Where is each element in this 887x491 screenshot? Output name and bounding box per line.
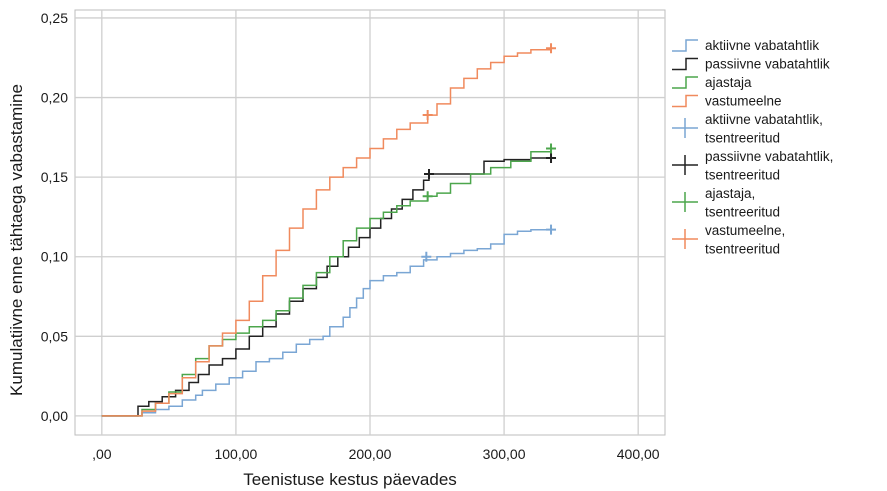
censor-mark	[422, 110, 433, 121]
series-line-0	[101, 228, 551, 417]
censor-mark	[546, 224, 557, 235]
legend-item: ajastaja, tsentreeritud	[672, 186, 780, 220]
legend-item: aktiivne vabatahtlik, tsentreeritud	[672, 112, 823, 146]
legend-label: vastumeelne	[705, 94, 782, 109]
legend-plus-swatch	[672, 192, 698, 212]
series-line-2	[101, 148, 552, 417]
legend-step-swatch	[672, 39, 698, 52]
x-tick-label: 300,00	[483, 446, 526, 462]
y-axis-title: Kumulatiivne enne tähtaega vabastamine	[7, 84, 26, 396]
y-tick-label: 0,25	[41, 10, 68, 26]
legend: aktiivne vabatahtlik passiivne vabatahtli…	[672, 38, 833, 257]
legend-step-swatch	[672, 94, 698, 108]
legend-label: passiivne vabatahtlik	[705, 57, 830, 72]
legend-plus-swatch	[672, 118, 698, 138]
legend-step-swatch	[672, 57, 698, 71]
legend-plus-swatch	[672, 155, 698, 175]
legend-item: passiivne vabatahtlik	[672, 57, 830, 72]
censor-mark	[421, 251, 432, 262]
y-tick-label: 0,05	[41, 328, 68, 344]
legend-item: vastumeelne	[672, 94, 782, 109]
censor-mark	[424, 168, 434, 179]
x-tick-label: 400,00	[617, 446, 660, 462]
x-axis: ,00 100,00 200,00 300,00 400,00	[92, 446, 660, 462]
legend-item: aktiivne vabatahtlik	[672, 38, 819, 53]
legend-label: passiivne vabatahtlik, tsentreeritud	[705, 149, 833, 183]
legend-label: ajastaja	[705, 75, 752, 90]
y-tick-label: 0,20	[41, 90, 68, 106]
censor-mark	[546, 43, 557, 54]
y-tick-label: 0,00	[41, 408, 68, 424]
legend-label: vastumeelne, tsentreeritud	[705, 223, 785, 257]
censor-marks	[421, 43, 557, 262]
y-axis: 0,00 0,05 0,10 0,15 0,20 0,25	[41, 10, 68, 424]
censor-mark	[546, 153, 557, 164]
legend-item: ajastaja	[672, 75, 752, 90]
legend-label: aktiivne vabatahtlik	[705, 38, 819, 53]
series-line-3	[101, 48, 552, 417]
censor-mark	[546, 143, 557, 154]
legend-step-swatch	[672, 76, 698, 89]
legend-item: vastumeelne, tsentreeritud	[672, 223, 785, 257]
legend-label: aktiivne vabatahtlik, tsentreeritud	[705, 112, 823, 146]
censor-mark	[422, 191, 433, 202]
y-tick-label: 0,10	[41, 249, 68, 265]
y-tick-label: 0,15	[41, 169, 68, 185]
legend-plus-swatch	[672, 229, 698, 249]
legend-label: ajastaja, tsentreeritud	[705, 186, 780, 220]
x-tick-label: 100,00	[214, 446, 257, 462]
grid	[75, 10, 665, 435]
series-lines	[101, 48, 552, 417]
x-tick-label: ,00	[92, 446, 112, 462]
x-axis-title: Teenistuse kestus päevades	[243, 470, 457, 489]
x-tick-label: 200,00	[349, 446, 392, 462]
legend-item: passiivne vabatahtlik, tsentreeritud	[672, 149, 833, 183]
